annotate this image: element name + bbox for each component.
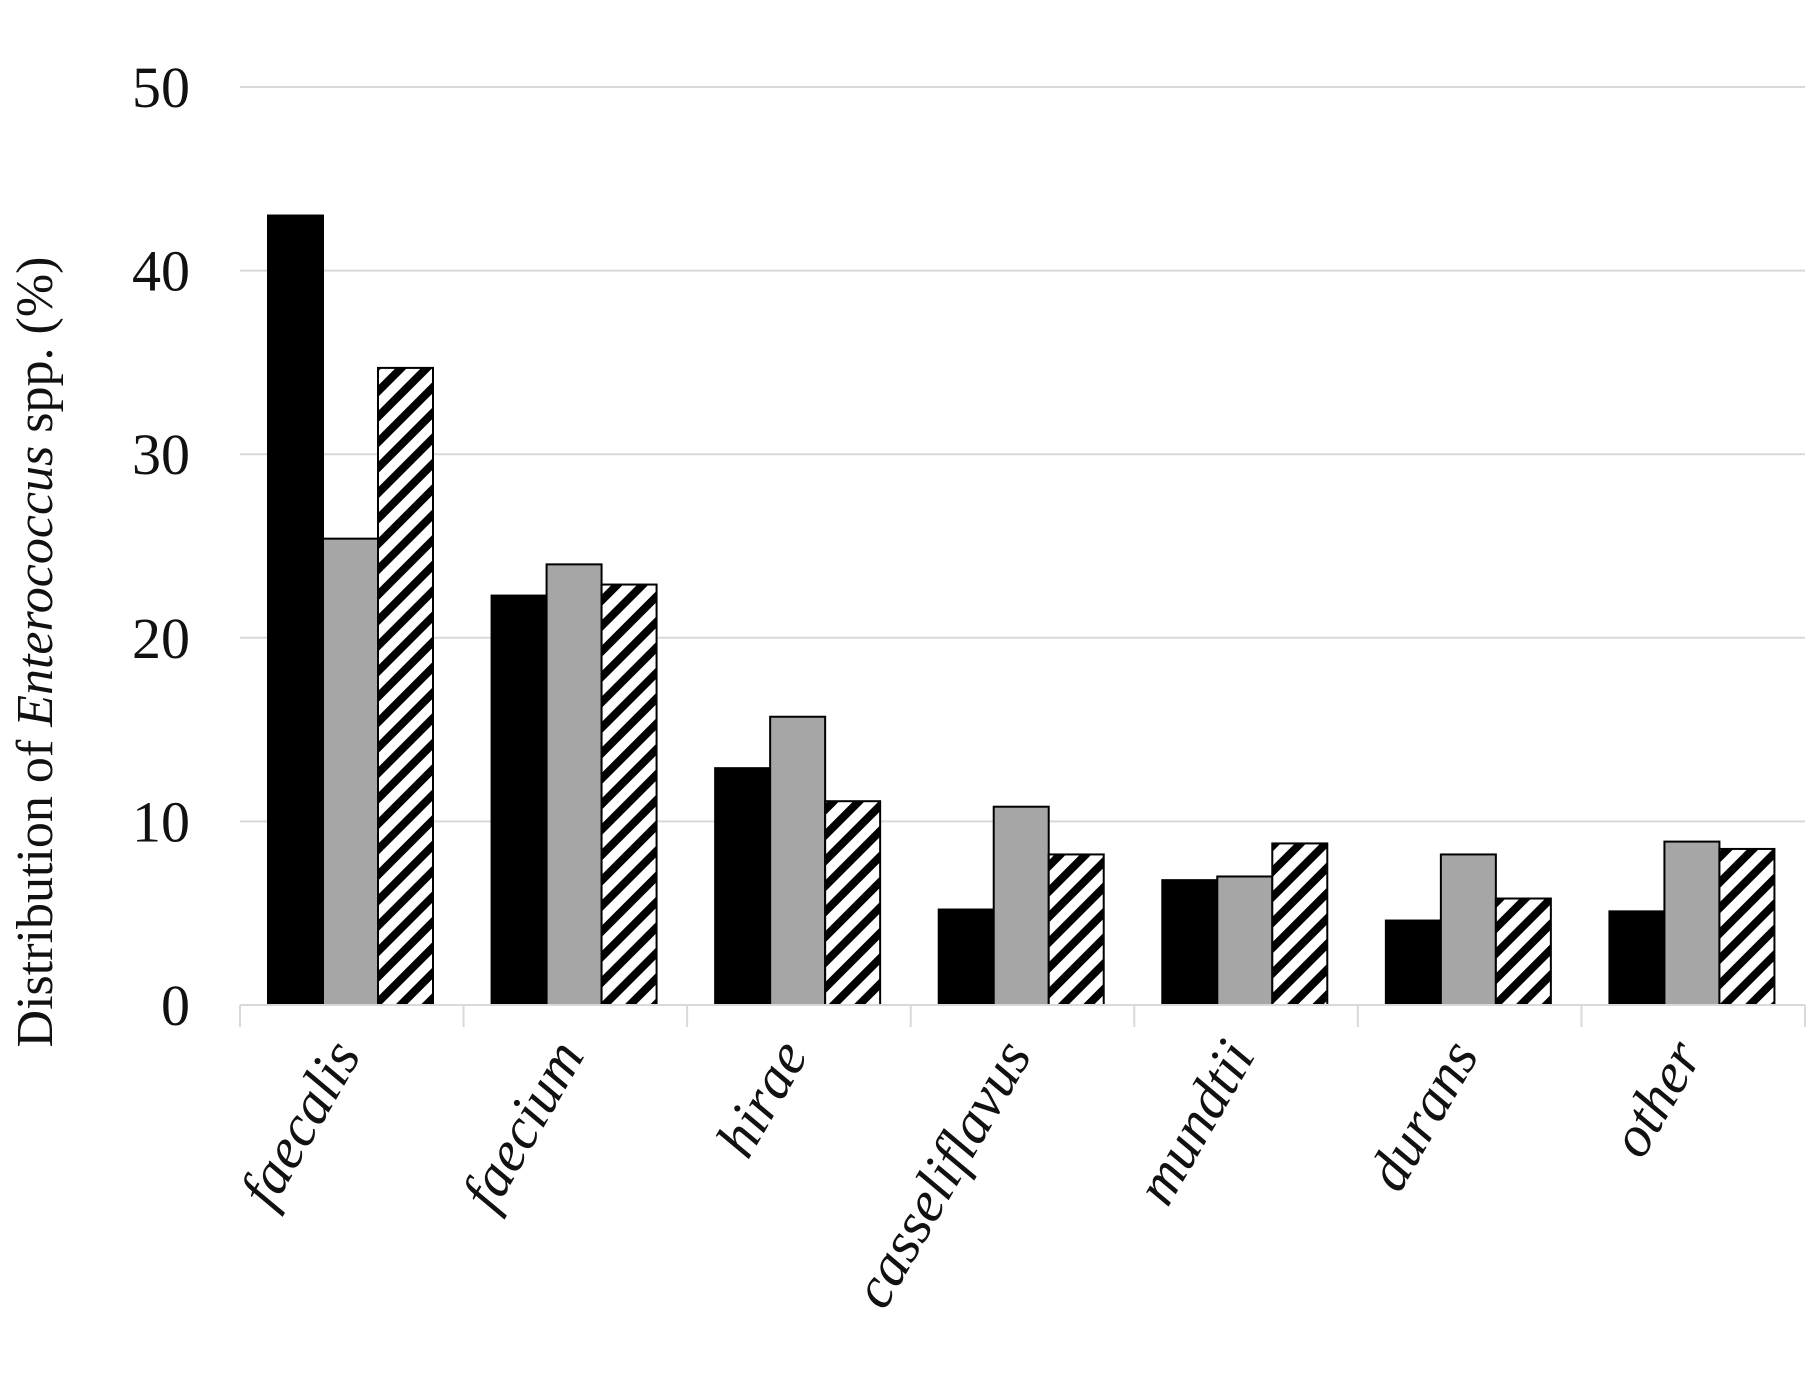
category-label-durans: durans — [1354, 1029, 1491, 1201]
category-label-faecalis: faecalis — [227, 1029, 373, 1218]
bar-faecium-series-1 — [490, 594, 548, 1007]
bar-other-series-3 — [1718, 847, 1776, 1006]
bar-casseliflavus-series-2 — [992, 805, 1050, 1006]
bar-other-series-1 — [1608, 910, 1666, 1007]
y-tick-label: 20 — [132, 606, 190, 671]
bar-hirae-series-1 — [714, 767, 772, 1006]
bar-casseliflavus-series-1 — [937, 908, 995, 1007]
category-label-mundtii: mundtii — [1122, 1029, 1267, 1215]
bar-faecalis-series-2 — [322, 537, 379, 1006]
bar-faecalis-series-1 — [267, 214, 324, 1006]
category-label-casseliflavus: casseliflavus — [839, 1029, 1043, 1318]
bar-durans-series-2 — [1439, 853, 1497, 1006]
y-tick-label: 0 — [161, 973, 190, 1038]
x-axis — [239, 1004, 1806, 1027]
y-tick-label: 30 — [132, 422, 190, 487]
bar-faecium-series-3 — [600, 583, 658, 1007]
category-label-faecium: faecium — [449, 1029, 597, 1221]
bar-mundtii-series-2 — [1216, 875, 1274, 1006]
bar-hirae-series-3 — [824, 800, 882, 1006]
category-labels: faecalis faecium hirae casseliflavus mundtii… — [227, 1029, 1715, 1319]
y-axis-label-prefix: Distribution of — [7, 727, 64, 1048]
bar-durans-series-1 — [1384, 919, 1442, 1007]
bar-casseliflavus-series-3 — [1047, 853, 1105, 1006]
bar-mundtii-series-3 — [1271, 842, 1329, 1006]
y-tick-labels: 0 10 20 30 40 50 — [132, 55, 190, 1038]
category-label-other: other — [1597, 1029, 1715, 1168]
gridlines — [240, 86, 1805, 823]
y-axis-label: Distribution of Enterococcus spp. (%) — [7, 257, 64, 1048]
y-tick-label: 40 — [132, 239, 190, 304]
y-tick-label: 50 — [132, 55, 190, 120]
y-axis-label-genus: Enterococcus — [7, 446, 64, 728]
category-label-hirae: hirae — [703, 1029, 821, 1168]
y-axis-label-suffix: spp. (%) — [7, 257, 64, 446]
y-tick-label: 10 — [132, 789, 190, 854]
bar-durans-series-3 — [1494, 897, 1552, 1007]
bar-faecalis-series-3 — [377, 366, 434, 1006]
bar-faecium-series-2 — [545, 563, 603, 1006]
bar-hirae-series-2 — [769, 715, 827, 1006]
bars — [267, 214, 1776, 1007]
bar-mundtii-series-1 — [1161, 879, 1219, 1006]
bar-other-series-2 — [1663, 840, 1721, 1007]
